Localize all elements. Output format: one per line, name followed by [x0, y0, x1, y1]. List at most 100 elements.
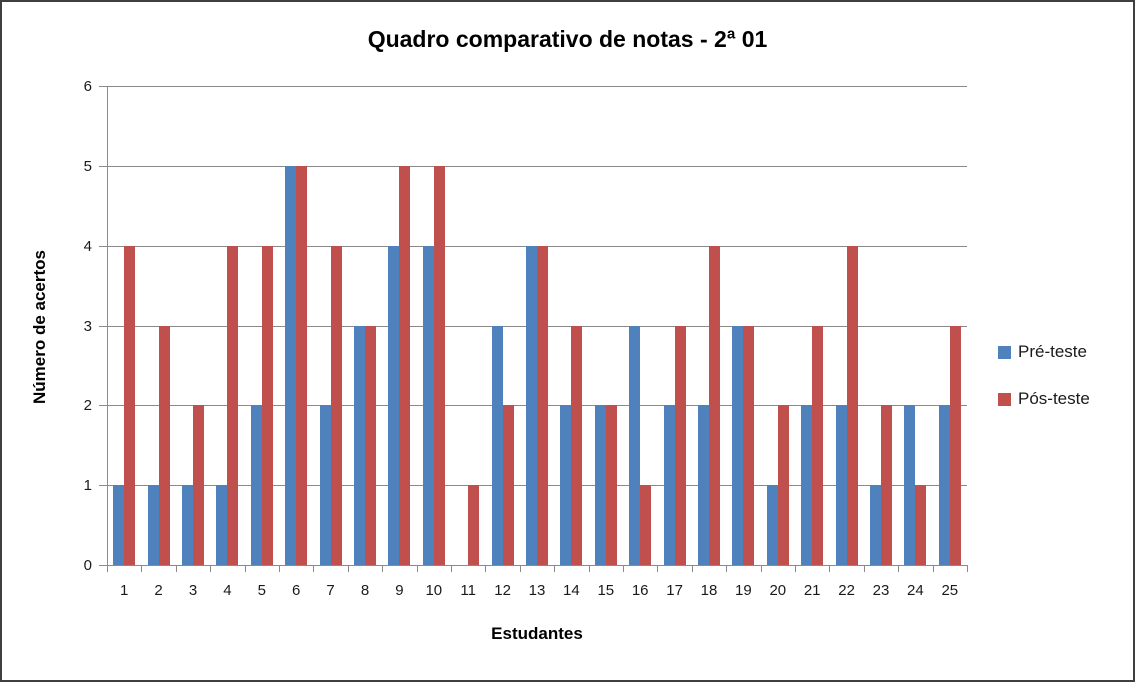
y-tick-2	[99, 405, 107, 407]
bar-pos-teste-12	[502, 405, 514, 565]
bar-pre-teste-5	[250, 405, 262, 565]
bar-pre-teste-16	[629, 325, 641, 565]
y-tick-0	[99, 565, 107, 566]
x-axis-tick-12	[519, 566, 521, 572]
x-axis-tick-25	[967, 566, 968, 572]
pos-teste-swatch-icon	[998, 392, 1011, 406]
pre-teste-swatch-icon	[998, 345, 1011, 359]
bar-pre-teste-15	[594, 405, 606, 565]
bar-pre-teste-19	[732, 325, 744, 565]
x-tick-label-18: 18	[700, 582, 718, 599]
y-tick-6	[99, 86, 107, 87]
x-axis-tick-5	[279, 566, 280, 572]
x-tick-label-4: 4	[223, 582, 232, 599]
x-tick-label-7: 7	[326, 582, 335, 599]
y-tick-1	[99, 485, 107, 487]
bar-pre-teste-21	[801, 405, 813, 565]
y-tick-3	[99, 325, 107, 327]
bar-pre-teste-22	[835, 405, 847, 565]
bar-pos-teste-15	[605, 405, 617, 565]
x-tick-label-21: 21	[803, 582, 821, 599]
x-tick-label-24: 24	[907, 582, 924, 599]
y-tick-label-0: 0	[83, 557, 92, 574]
legend-item-pos-teste: Pós-teste	[998, 389, 1090, 409]
bar-pre-teste-24	[904, 405, 916, 565]
x-tick-label-3: 3	[188, 582, 198, 599]
x-tick-label-2: 2	[154, 582, 163, 599]
bar-pos-teste-6	[296, 165, 308, 565]
bar-pre-teste-9	[388, 245, 400, 565]
bar-pre-teste-17	[663, 405, 675, 565]
x-axis-tick-13	[554, 566, 556, 572]
x-axis-tick-18	[726, 566, 728, 572]
x-tick-label-25: 25	[941, 582, 959, 599]
bar-pre-teste-20	[766, 485, 778, 565]
x-tick-label-20: 20	[769, 582, 787, 599]
bar-pre-teste-14	[560, 405, 572, 565]
x-tick-label-15: 15	[597, 582, 615, 599]
bar-pos-teste-23	[881, 405, 892, 565]
bar-pos-teste-17	[674, 325, 686, 565]
x-tick-label-17: 17	[666, 582, 683, 599]
x-axis-tick-22	[863, 566, 865, 572]
bar-pre-teste-1	[113, 485, 125, 565]
legend-item-pre-teste: Pré-teste	[998, 342, 1090, 362]
bar-pre-teste-4	[216, 485, 228, 565]
x-tick-label-8: 8	[360, 582, 370, 599]
x-axis-title: Estudantes	[491, 624, 583, 643]
y-axis-line	[107, 86, 108, 565]
bar-pos-teste-1	[124, 245, 136, 565]
x-axis-tick-10	[451, 566, 452, 572]
x-tick-label-16: 16	[631, 582, 649, 599]
bar-pre-teste-10	[422, 245, 434, 565]
x-tick-label-23: 23	[872, 582, 890, 599]
bar-pos-teste-3	[193, 405, 204, 565]
bar-pre-teste-6	[285, 165, 297, 565]
bar-pos-teste-10	[433, 165, 445, 565]
bar-pos-teste-19	[743, 325, 755, 565]
x-axis-line	[107, 565, 968, 566]
plot-area	[107, 86, 967, 566]
x-axis-tick-21	[829, 566, 831, 572]
x-tick-label-19: 19	[735, 582, 752, 599]
x-axis-tick-1	[141, 566, 143, 572]
x-tick-label-10: 10	[425, 582, 443, 599]
x-axis-tick-8	[382, 566, 384, 572]
x-axis-tick-19	[760, 566, 762, 572]
gridline-y-6	[107, 86, 967, 87]
x-axis-tick-3	[210, 566, 212, 572]
x-axis-tick-7	[347, 566, 349, 572]
bar-pos-teste-16	[640, 485, 652, 565]
x-tick-label-11: 11	[460, 582, 476, 599]
x-tick-label-13: 13	[528, 582, 546, 599]
legend-label-pre-teste: Pré-teste	[1018, 342, 1087, 361]
x-axis-tick-20	[795, 566, 796, 572]
bar-pre-teste-25	[938, 405, 950, 565]
bar-pos-teste-11	[468, 485, 480, 565]
x-axis-tick-9	[416, 566, 418, 572]
bar-pos-teste-25	[949, 325, 961, 565]
y-tick-label-3: 3	[83, 317, 92, 335]
legend: Pré-teste Pós-teste	[998, 342, 1090, 436]
x-axis-tick-16	[657, 566, 659, 572]
x-tick-label-6: 6	[292, 582, 301, 599]
bar-pos-teste-4	[227, 245, 239, 565]
bar-pos-teste-18	[709, 245, 720, 565]
y-tick-label-2: 2	[83, 397, 92, 415]
y-tick-4	[99, 245, 107, 247]
bar-pos-teste-13	[537, 245, 548, 565]
y-tick-5	[99, 165, 107, 167]
y-tick-label-1: 1	[83, 477, 92, 495]
x-axis-tick-24	[932, 566, 934, 572]
bar-pre-teste-7	[319, 405, 331, 565]
bar-pre-teste-12	[491, 325, 503, 565]
x-axis-tick-14	[588, 566, 590, 572]
bar-pos-teste-8	[365, 325, 376, 565]
x-tick-label-1: 1	[120, 582, 129, 599]
bar-pos-teste-7	[330, 245, 342, 565]
bar-pre-teste-23	[870, 485, 881, 565]
bar-pos-teste-5	[261, 245, 273, 565]
bar-pos-teste-20	[777, 405, 789, 565]
bar-pre-teste-2	[147, 485, 159, 565]
